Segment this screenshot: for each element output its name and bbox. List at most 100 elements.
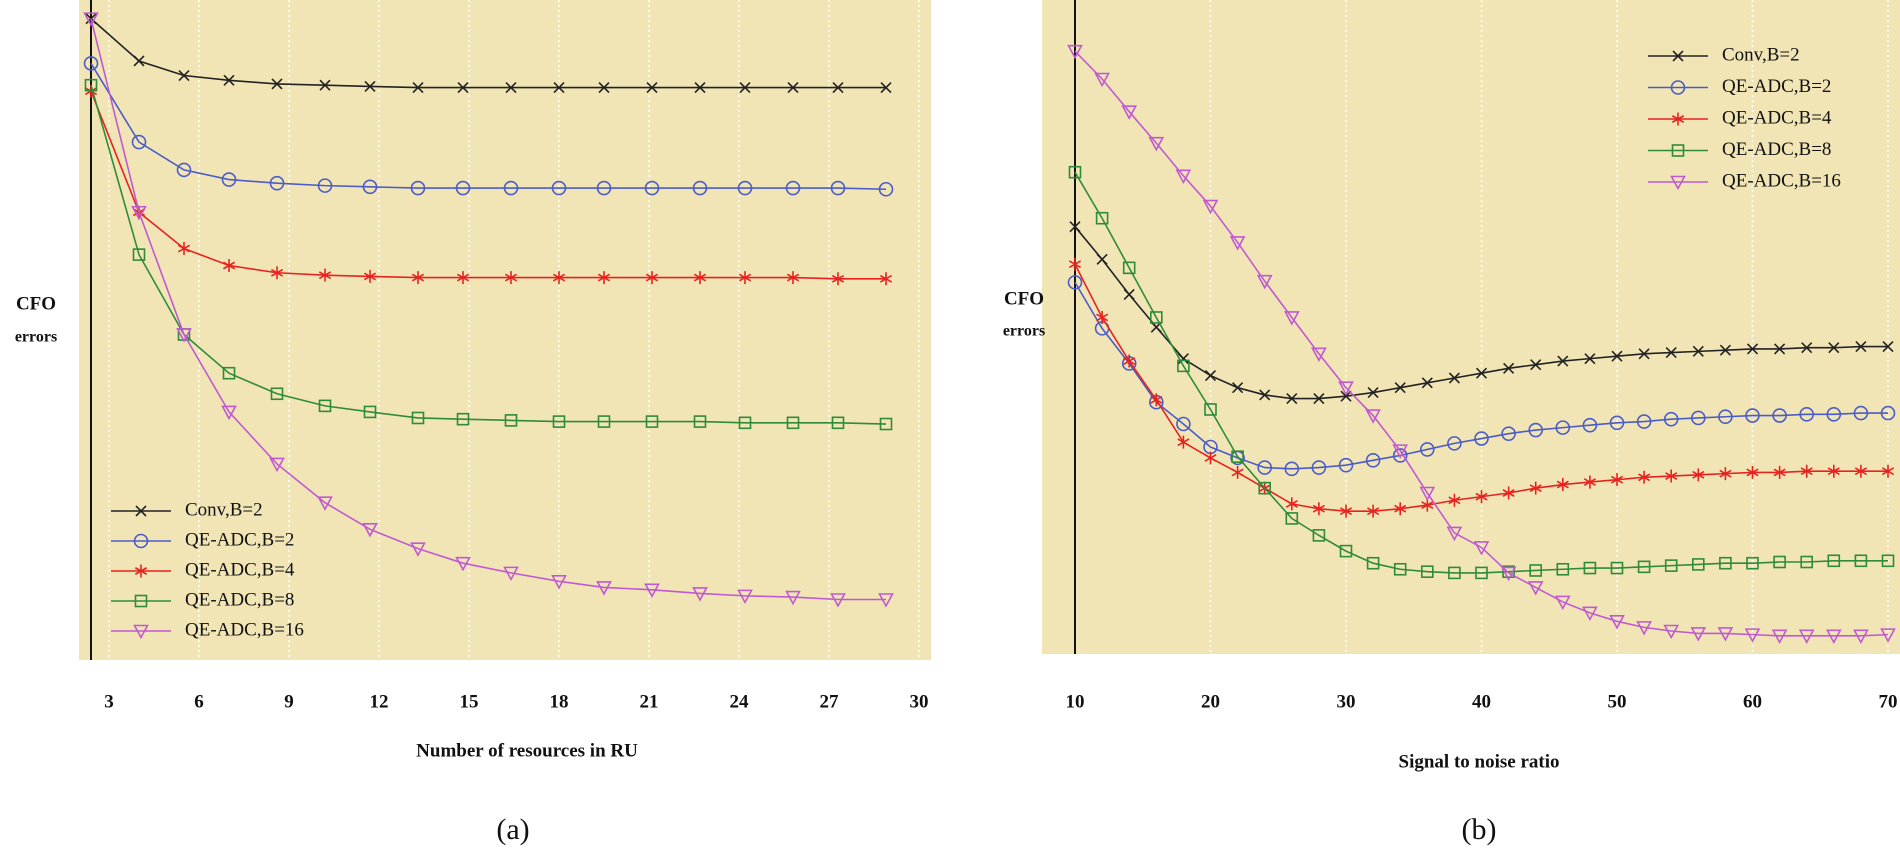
x-tick-label: 15 xyxy=(460,691,479,712)
marker xyxy=(1122,261,1136,275)
marker xyxy=(362,523,378,538)
marker xyxy=(1096,253,1108,265)
legend-label: QE-ADC,B=4 xyxy=(185,559,295,580)
marker xyxy=(878,593,894,608)
marker xyxy=(1828,342,1840,354)
marker xyxy=(1257,460,1272,475)
marker xyxy=(1067,275,1083,290)
marker xyxy=(1176,416,1191,432)
series-line xyxy=(90,90,886,280)
marker xyxy=(83,56,99,71)
marker xyxy=(830,593,846,608)
legend-marker xyxy=(133,624,149,640)
x-tick-label: 60 xyxy=(1743,691,1762,712)
marker xyxy=(1475,566,1488,580)
marker xyxy=(739,82,751,94)
marker xyxy=(597,415,611,428)
marker xyxy=(831,416,845,430)
x-tick-label: 20 xyxy=(1201,691,1220,712)
marker xyxy=(1880,628,1896,643)
marker xyxy=(270,266,284,280)
marker xyxy=(1530,359,1542,371)
marker xyxy=(1611,350,1623,362)
marker xyxy=(1665,469,1678,483)
marker xyxy=(131,205,147,221)
marker xyxy=(1177,353,1189,365)
legend-marker xyxy=(1670,80,1686,95)
marker xyxy=(505,82,517,94)
x-tick-label: 27 xyxy=(820,691,840,712)
legend-label: QE-ADC,B=16 xyxy=(185,619,304,640)
marker xyxy=(455,556,471,572)
x-tick-label: 50 xyxy=(1608,691,1627,712)
marker xyxy=(1283,311,1300,326)
marker xyxy=(737,589,753,605)
marker xyxy=(694,82,706,94)
x-tick-label: 70 xyxy=(1879,691,1898,712)
marker xyxy=(1475,367,1488,379)
marker xyxy=(1094,72,1110,88)
marker xyxy=(1799,407,1814,422)
marker xyxy=(692,180,708,196)
marker xyxy=(1638,470,1651,484)
marker xyxy=(1285,512,1299,525)
marker xyxy=(1231,465,1244,479)
marker xyxy=(364,80,376,92)
x-tick-label: 30 xyxy=(1337,691,1356,712)
marker xyxy=(1068,165,1082,179)
marker xyxy=(363,269,377,283)
marker xyxy=(132,248,146,261)
marker xyxy=(1744,628,1761,643)
marker xyxy=(1177,359,1190,373)
marker xyxy=(221,172,237,187)
marker xyxy=(1882,340,1894,353)
marker xyxy=(1394,502,1407,516)
marker xyxy=(785,590,801,606)
marker xyxy=(1692,468,1705,482)
marker xyxy=(1774,343,1786,355)
marker xyxy=(362,179,378,195)
marker xyxy=(1313,393,1325,405)
marker xyxy=(1773,555,1786,569)
marker xyxy=(1312,529,1326,542)
marker xyxy=(1503,362,1515,374)
legend-label: QE-ADC,B=8 xyxy=(185,589,294,610)
x-tick-label: 9 xyxy=(284,691,294,712)
marker xyxy=(1150,393,1163,407)
marker xyxy=(1827,464,1840,478)
marker xyxy=(1636,414,1652,429)
marker xyxy=(504,414,518,427)
marker xyxy=(1826,407,1842,422)
marker xyxy=(1663,624,1680,640)
marker xyxy=(1800,555,1813,569)
marker xyxy=(319,79,331,91)
marker xyxy=(1718,409,1733,425)
marker xyxy=(1420,442,1435,457)
marker xyxy=(1339,544,1353,558)
marker xyxy=(317,496,333,511)
marker xyxy=(222,366,236,380)
legend-label: Conv,B=2 xyxy=(185,499,263,520)
x-tick-label: 24 xyxy=(730,691,750,712)
series-line xyxy=(90,62,887,191)
marker xyxy=(597,271,611,285)
series-line xyxy=(1074,50,1889,637)
marker xyxy=(269,457,285,473)
marker xyxy=(1610,561,1624,575)
marker xyxy=(830,180,846,196)
marker xyxy=(1636,621,1652,636)
marker xyxy=(1202,199,1219,215)
legend-label: QE-ADC,B=2 xyxy=(1722,76,1831,97)
marker xyxy=(737,180,753,196)
marker xyxy=(133,55,145,67)
marker xyxy=(1771,629,1788,645)
marker xyxy=(1177,435,1190,449)
legend-marker xyxy=(134,594,148,608)
legend-marker xyxy=(1670,175,1686,191)
marker xyxy=(1746,343,1759,355)
marker xyxy=(1746,556,1759,570)
marker xyxy=(1527,581,1544,596)
marker xyxy=(503,566,519,582)
marker xyxy=(1529,481,1542,495)
marker xyxy=(1717,627,1734,642)
